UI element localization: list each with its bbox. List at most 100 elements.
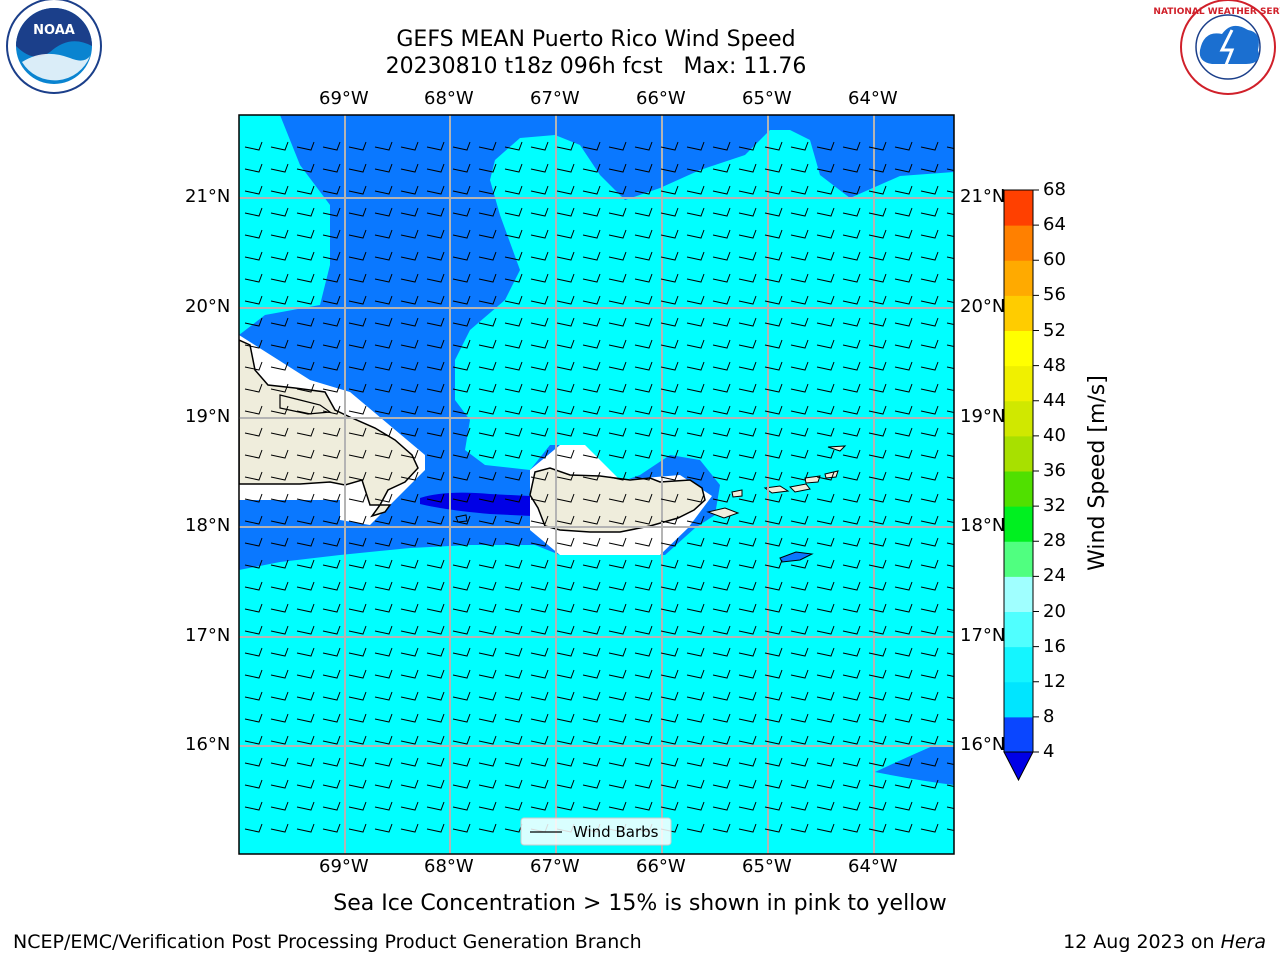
- wind-barb: [608, 647, 627, 657]
- wind-barb: [530, 339, 549, 349]
- wind-barb: [400, 141, 419, 151]
- wind-barb: [660, 317, 679, 327]
- wind-barb: [478, 515, 497, 525]
- wind-barb: [660, 141, 679, 151]
- wind-barb: [400, 229, 419, 239]
- wind-barb: [426, 361, 445, 371]
- wind-barb: [348, 691, 367, 701]
- wind-barb: [452, 339, 471, 349]
- wind-barb: [504, 405, 523, 415]
- wind-barb: [556, 515, 575, 525]
- wind-barb: [686, 405, 705, 415]
- wind-barb: [764, 801, 783, 811]
- wind-barb: [608, 493, 627, 503]
- wind-barb: [894, 823, 913, 833]
- wind-barb: [608, 295, 627, 305]
- wind-barb: [816, 515, 835, 525]
- wind-barb: [374, 757, 393, 767]
- wind-barb: [270, 273, 289, 283]
- wind-barb: [946, 542, 954, 546]
- wind-barb: [946, 740, 954, 744]
- wind-barb: [712, 163, 731, 173]
- wind-barb: [686, 141, 705, 151]
- wind-barb: [920, 691, 939, 701]
- wind-barb: [296, 735, 315, 745]
- wind-barb: [608, 185, 627, 195]
- wind-barb: [608, 229, 627, 239]
- wind-barb: [816, 757, 835, 767]
- wind-barb: [270, 427, 289, 437]
- wind-barb: [764, 625, 783, 635]
- wind-barb: [322, 515, 341, 525]
- wind-barb: [686, 427, 705, 437]
- wind-barb: [920, 141, 939, 151]
- wind-barb: [764, 383, 783, 393]
- wind-barb: [816, 141, 835, 151]
- wind-barb: [764, 405, 783, 415]
- wind-barb: [608, 515, 627, 525]
- wind-barb: [842, 405, 861, 415]
- wind-barb: [764, 163, 783, 173]
- colorbar-segment: [1004, 400, 1033, 437]
- wind-barb: [712, 669, 731, 679]
- lon-label-top-68w: 68°W: [424, 88, 474, 109]
- wind-barb: [868, 779, 887, 789]
- wind-barb: [452, 493, 471, 503]
- wind-barb: [712, 801, 731, 811]
- wind-barb: [842, 559, 861, 569]
- wind-barb: [868, 207, 887, 217]
- wind-barb: [946, 410, 954, 414]
- colorbar-tick-label: 8: [1043, 705, 1055, 727]
- wind-barb: [400, 559, 419, 569]
- wind-barb: [270, 515, 289, 525]
- wind-barb: [478, 757, 497, 767]
- wind-barb: [842, 141, 861, 151]
- lon-label-bottom-69w: 69°W: [319, 856, 369, 877]
- map-title: GEFS MEAN Puerto Rico Wind Speed: [396, 27, 796, 52]
- wind-barb: [426, 559, 445, 569]
- wind-barb: [946, 762, 954, 766]
- wind-barbs: [244, 141, 954, 833]
- wind-barb: [686, 251, 705, 261]
- wind-barb: [504, 669, 523, 679]
- wind-barb: [738, 317, 757, 327]
- wind-barb: [686, 691, 705, 701]
- wind-barb: [426, 383, 445, 393]
- wind-barb: [920, 185, 939, 195]
- wind-barb: [244, 141, 263, 151]
- wind-barb: [920, 801, 939, 811]
- wind-barb: [634, 229, 653, 239]
- wind-barb: [348, 273, 367, 283]
- wind-barb: [452, 273, 471, 283]
- wind-barb: [244, 185, 263, 195]
- wind-barb: [686, 735, 705, 745]
- wind-barb: [270, 295, 289, 305]
- wind-barb: [764, 427, 783, 437]
- wind-barb: [764, 471, 783, 481]
- wind-barb: [452, 251, 471, 261]
- wind-barb: [894, 405, 913, 415]
- wind-barb: [452, 823, 471, 833]
- wind-barb: [764, 493, 783, 503]
- wind-barb: [634, 757, 653, 767]
- wind-barb: [920, 537, 939, 547]
- wind-barb: [686, 383, 705, 393]
- wind-barb: [686, 449, 705, 459]
- wind-barb: [868, 581, 887, 591]
- wind-barb: [504, 713, 523, 723]
- wind-barb: [842, 713, 861, 723]
- wind-barb: [582, 449, 601, 459]
- wind-barb: [634, 625, 653, 635]
- wind-barb: [842, 691, 861, 701]
- wind-barb: [270, 779, 289, 789]
- wind-barb: [322, 493, 341, 503]
- wind-barb: [348, 405, 367, 415]
- wind-barb: [530, 647, 549, 657]
- wind-barb: [712, 185, 731, 195]
- wind-barb: [608, 449, 627, 459]
- wind-barb: [634, 691, 653, 701]
- wind-barb: [374, 647, 393, 657]
- colorbar-tick-label: 24: [1043, 565, 1066, 587]
- wind-barb: [556, 493, 575, 503]
- wind-barb: [816, 823, 835, 833]
